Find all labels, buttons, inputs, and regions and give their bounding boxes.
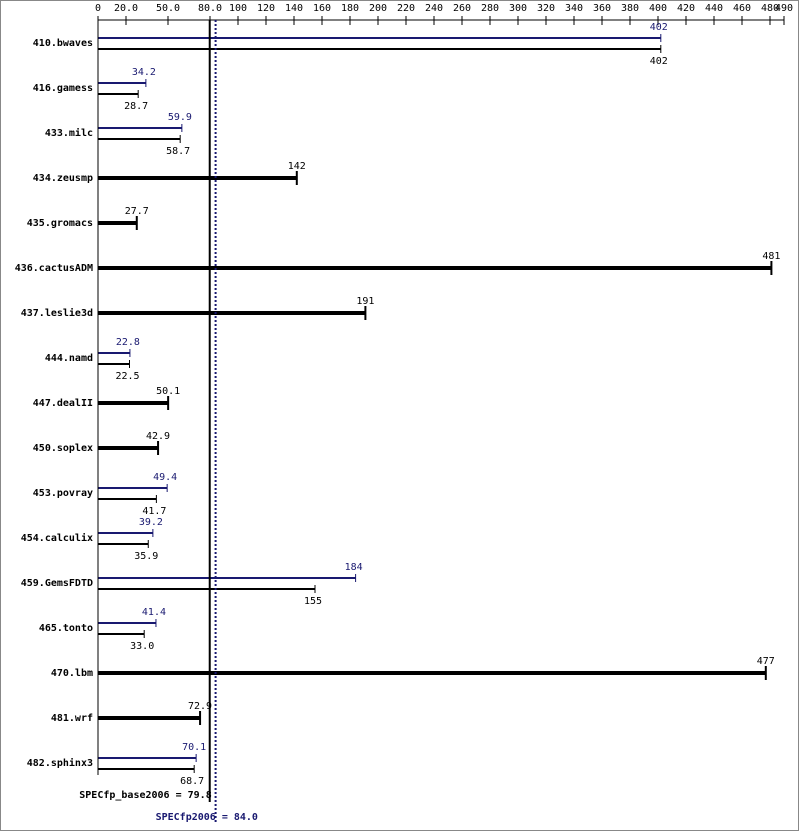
- base-value-label: 155: [304, 596, 322, 607]
- benchmark-label: 416.gamess: [33, 83, 93, 94]
- peak-value-label: 49.4: [153, 472, 177, 483]
- benchmark-label: 481.wrf: [51, 713, 93, 724]
- x-tick-label: 460: [733, 3, 751, 14]
- x-tick-label: 400: [649, 3, 667, 14]
- x-tick-label: 440: [705, 3, 723, 14]
- x-tick-label: 280: [481, 3, 499, 14]
- base-value-label: 42.9: [146, 431, 170, 442]
- benchmark-label: 436.cactusADM: [15, 263, 93, 274]
- base-value-label: 58.7: [166, 146, 190, 157]
- base-summary: SPECfp_base2006 = 79.8: [79, 790, 211, 801]
- x-tick-label: 380: [621, 3, 639, 14]
- peak-value-label: 41.4: [142, 607, 166, 618]
- base-value-label: 41.7: [142, 506, 166, 517]
- peak-value-label: 184: [345, 562, 363, 573]
- x-tick-label: 180: [341, 3, 359, 14]
- peak-summary: SPECfp2006 = 84.0: [156, 812, 258, 823]
- base-value-label: 33.0: [130, 641, 154, 652]
- benchmark-label: 454.calculix: [21, 532, 93, 544]
- base-value-label: 72.9: [188, 701, 212, 712]
- benchmark-label: 410.bwaves: [33, 38, 93, 49]
- x-tick-label: 420: [677, 3, 695, 14]
- base-value-label: 22.5: [115, 371, 139, 382]
- benchmark-label: 437.leslie3d: [21, 307, 93, 319]
- base-value-label: 191: [356, 296, 374, 307]
- x-tick-label: 240: [425, 3, 443, 14]
- x-tick-label: 20.0: [114, 3, 138, 14]
- base-value-label: 402: [650, 56, 668, 67]
- benchmark-label: 447.dealII: [33, 398, 93, 409]
- base-value-label: 27.7: [125, 206, 149, 217]
- benchmark-label: 465.tonto: [39, 623, 93, 634]
- x-tick-label: 340: [565, 3, 583, 14]
- peak-value-label: 39.2: [139, 517, 163, 528]
- x-tick-label: 120: [257, 3, 275, 14]
- x-tick-label: 480: [761, 3, 779, 14]
- peak-value-label: 402: [650, 22, 668, 33]
- base-value-label: 477: [757, 656, 775, 667]
- peak-value-label: 59.9: [168, 112, 192, 123]
- benchmark-label: 450.soplex: [33, 443, 93, 454]
- x-tick-label: 300: [509, 3, 527, 14]
- base-value-label: 142: [288, 161, 306, 172]
- x-tick-label: 50.0: [156, 3, 180, 14]
- benchmark-label: 435.gromacs: [27, 218, 93, 229]
- x-tick-label: 140: [285, 3, 303, 14]
- base-value-label: 35.9: [134, 551, 158, 562]
- x-tick-label: 160: [313, 3, 331, 14]
- benchmark-label: 459.GemsFDTD: [21, 578, 93, 589]
- base-value-label: 28.7: [124, 101, 148, 112]
- benchmark-label: 434.zeusmp: [33, 173, 93, 184]
- benchmark-label: 433.milc: [45, 127, 93, 139]
- benchmark-label: 453.povray: [33, 488, 93, 499]
- benchmark-label: 470.lbm: [51, 668, 93, 679]
- x-tick-label: 360: [593, 3, 611, 14]
- peak-value-label: 70.1: [182, 742, 206, 753]
- peak-value-label: 34.2: [132, 67, 156, 78]
- x-tick-label: 200: [369, 3, 387, 14]
- x-tick-label: 490: [775, 3, 793, 14]
- base-value-label: 50.1: [156, 386, 180, 397]
- x-tick-label: 220: [397, 3, 415, 14]
- base-value-label: 68.7: [180, 776, 204, 787]
- x-tick-label: 320: [537, 3, 555, 14]
- benchmark-label: 482.sphinx3: [27, 757, 93, 769]
- x-tick-label: 80.0: [198, 3, 222, 14]
- benchmark-label: 444.namd: [45, 353, 93, 364]
- base-value-label: 481: [762, 251, 780, 262]
- peak-value-label: 22.8: [116, 337, 140, 348]
- x-tick-label: 260: [453, 3, 471, 14]
- x-tick-label: 0: [95, 3, 101, 14]
- x-tick-label: 100: [229, 3, 247, 14]
